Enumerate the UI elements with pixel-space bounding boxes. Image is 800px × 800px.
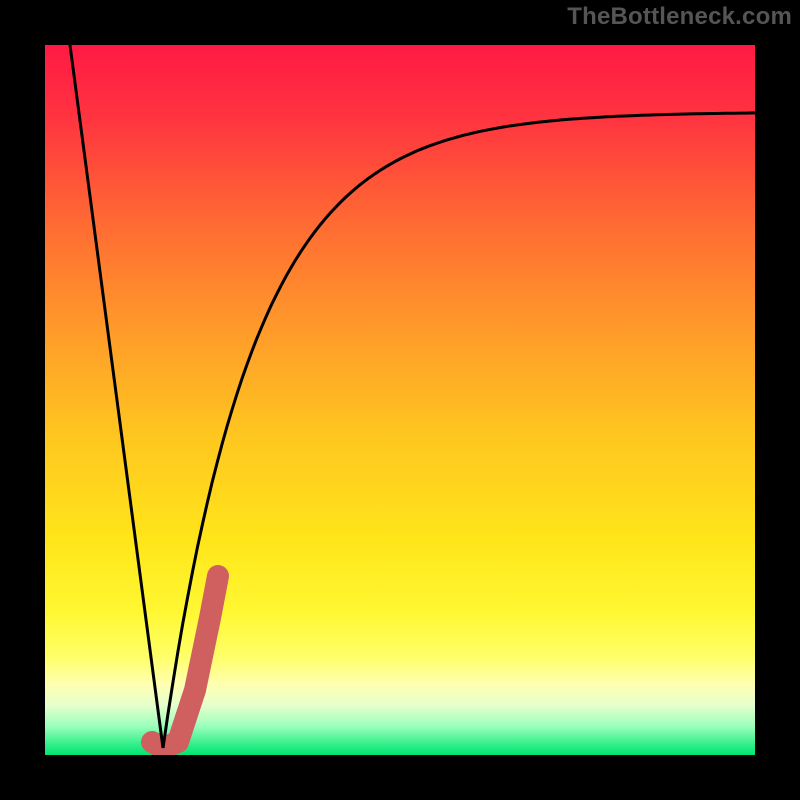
gradient-background	[45, 45, 755, 755]
watermark-text: TheBottleneck.com	[567, 3, 792, 31]
bottleneck-chart: TheBottleneck.com	[0, 0, 800, 800]
chart-svg	[0, 0, 800, 800]
